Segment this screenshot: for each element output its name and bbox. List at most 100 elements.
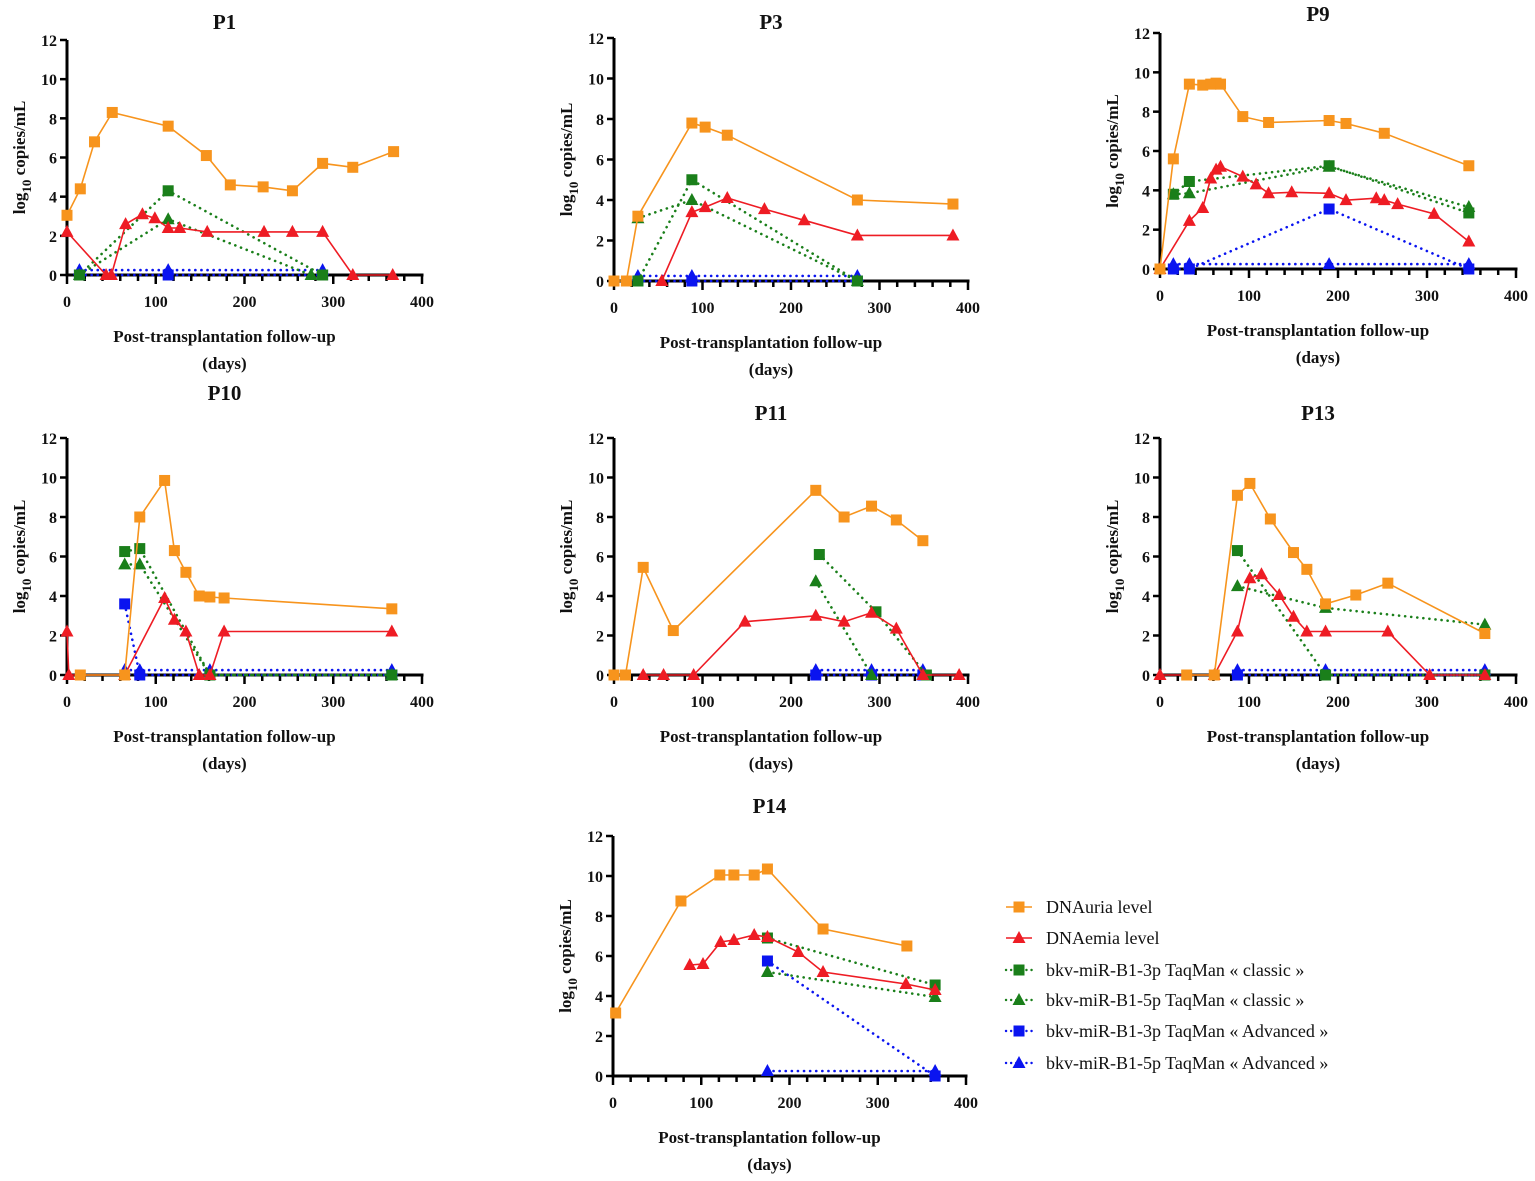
data-point [685,205,699,218]
data-point [850,228,864,241]
data-point [865,668,879,680]
x-tick-label: 300 [866,1095,890,1112]
y-axis-label-base: log [556,991,575,1013]
y-tick-label: 12 [588,31,604,48]
data-point [317,157,329,169]
data-point [1320,598,1332,610]
y-axis-label: log10 copies/mL [557,500,581,614]
x-tick-label: 0 [1156,288,1164,305]
data-point [1183,263,1195,275]
series-line [66,111,394,216]
data-point [761,955,773,967]
y-tick-label: 10 [588,72,604,89]
data-point [1204,171,1218,184]
data-point [721,129,733,141]
y-axis-label-rest: copies/mL [1103,500,1122,579]
y-tick-label: 6 [596,153,604,170]
data-point [760,930,774,942]
data-point [162,120,174,132]
data-point [899,977,913,989]
panel-p14: P14 0 2 4 6 8 10 12 0 100 200 300 400 Post-transplant… [556,794,978,1174]
y-tick-label: 12 [41,33,57,50]
y-tick-label: 4 [49,190,57,207]
y-axis-label-base: log [1103,591,1122,613]
data-point [838,511,850,523]
data-point [1301,563,1313,575]
data-point [696,957,710,969]
data-point [720,190,734,203]
data-point [386,268,400,280]
data-point [608,275,620,287]
series-2 [636,605,966,680]
data-point [699,121,711,133]
data-point [1322,257,1336,270]
panel-p11: P11 0 2 4 6 8 10 12 0 100 200 300 400 Post-transplant… [557,401,980,773]
data-point [1231,489,1243,501]
x-tick-label: 300 [1415,694,1439,711]
data-point [817,923,829,935]
data-point [889,621,903,634]
data-point [1323,203,1335,215]
data-point [60,224,74,237]
data-point [686,117,698,129]
panel-title: P1 [213,10,236,34]
data-point [386,603,398,615]
data-point [168,545,180,557]
data-point [159,474,171,486]
x-axis-label-unit: (days) [202,754,246,773]
y-axis-label-base: log [557,194,576,216]
data-point [1215,78,1227,90]
data-point [810,669,822,681]
panel-title: P10 [208,381,242,405]
data-point [62,668,76,680]
data-point [134,669,146,681]
data-point [685,193,699,205]
series-2 [1153,159,1476,274]
series-5 [761,955,941,1082]
data-point [1153,668,1167,680]
y-axis-label: log10 copies/mL [10,500,34,614]
panel-title: P9 [1306,2,1329,26]
data-point [809,574,823,587]
data-point [1182,186,1196,199]
series-line [123,563,394,677]
data-point [1378,127,1390,139]
data-point [928,990,942,1002]
data-point [1382,577,1394,589]
y-tick-label: 2 [49,229,57,246]
y-tick-label: 12 [41,431,57,448]
series-2 [655,190,960,286]
data-point [119,217,133,230]
data-point [179,624,193,637]
data-point [73,269,85,281]
data-point [1243,571,1257,584]
series-6 [760,1064,942,1076]
data-point [167,612,181,625]
x-axis-label-unit: (days) [202,354,246,373]
data-point [347,161,359,173]
series-line [1159,82,1470,270]
data-point [285,224,299,237]
y-axis-label-base: log [1103,186,1122,208]
series-5 [119,598,398,681]
data-point [816,965,830,977]
data-point [760,965,774,977]
data-point [1381,624,1395,637]
x-tick-label: 100 [1237,288,1261,305]
data-point [148,211,162,224]
y-tick-label: 2 [596,234,604,251]
data-point [346,268,360,280]
series-line [636,198,859,283]
data-point [1231,545,1243,557]
y-tick-label: 2 [595,1029,603,1046]
legend-marker [1013,1025,1025,1037]
y-axis-label: log10 copies/mL [556,899,580,1013]
y-tick-label: 12 [587,829,603,846]
data-point [1167,153,1179,165]
series-3 [1231,545,1491,681]
data-point [851,194,863,206]
data-point [386,669,398,681]
x-tick-label: 400 [954,1095,978,1112]
panel-p9: P9 0 2 4 6 8 10 12 0 100 200 300 400 Post-transplanta… [1103,2,1528,367]
